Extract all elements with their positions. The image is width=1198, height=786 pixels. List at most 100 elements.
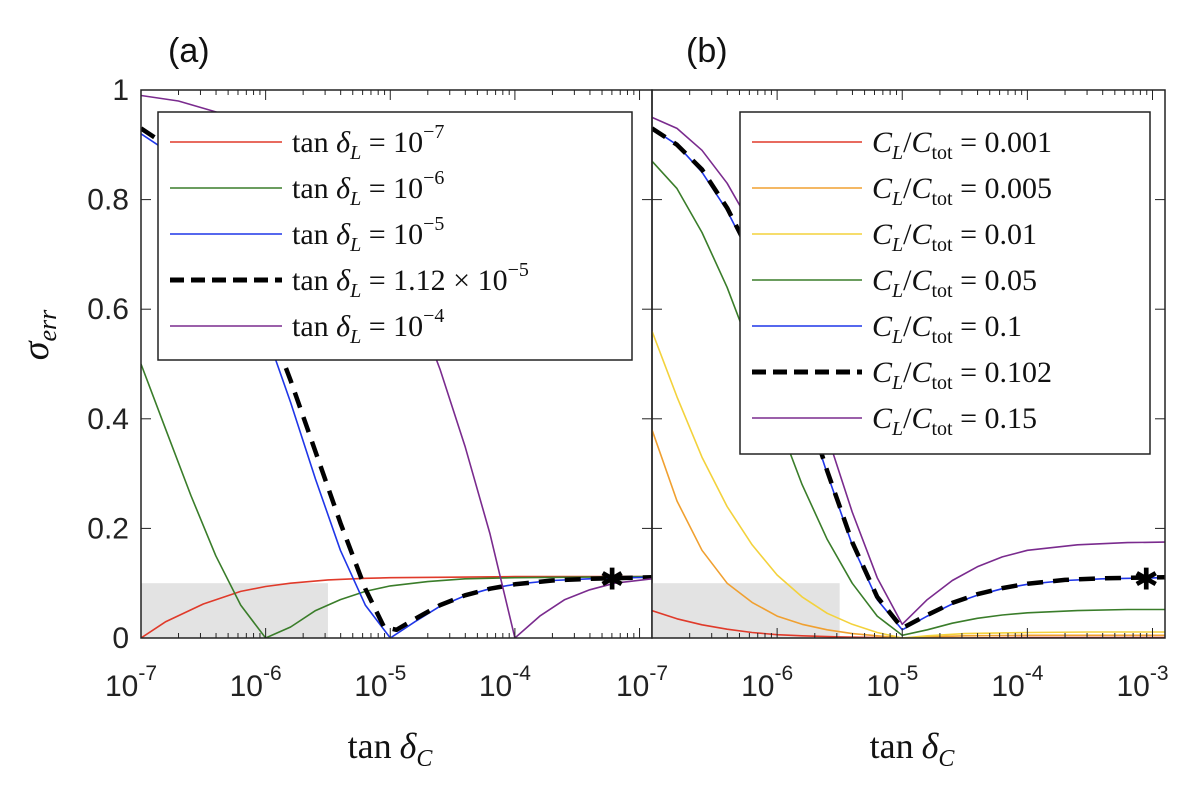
legend-c: C — [872, 402, 893, 435]
legend-entry-1: CL/Ctot = 0.005 — [872, 172, 1052, 210]
legend-sub-tot: tot — [932, 188, 954, 210]
legend-c: C — [872, 218, 893, 251]
x-axis-label-b: tan δC — [870, 726, 956, 772]
y-tick-label: 0 — [112, 622, 129, 655]
series-line-3 — [652, 160, 1165, 637]
legend-slash: / — [903, 172, 912, 205]
legend-slash: / — [903, 356, 912, 389]
legend-entry-1: tan δL = 10−6 — [292, 167, 444, 210]
x-tick-exp: -5 — [900, 662, 919, 685]
legend-rhs: = 0.005 — [953, 172, 1052, 205]
legend-c2: C — [911, 310, 932, 343]
legend-sub-tot: tot — [932, 326, 954, 348]
legend-sub-l: L — [891, 326, 903, 348]
legend-fn: tan — [292, 264, 336, 297]
legend-rhs: = 1.12 × 10 — [361, 264, 507, 297]
svg-text:σerr: σerr — [15, 309, 62, 360]
panel-b-label: (b) — [686, 32, 728, 70]
legend-c: C — [872, 126, 893, 159]
legend-rhs: = 0.05 — [953, 264, 1037, 297]
legend-sub: L — [349, 188, 361, 210]
series-line-1 — [652, 429, 1165, 638]
y-label-sub: err — [33, 309, 62, 342]
legend-fn: tan — [292, 218, 336, 251]
legend-c: C — [872, 172, 893, 205]
x-tick-exp: -7 — [138, 662, 157, 685]
x-tick-label: 10-4 — [991, 662, 1043, 703]
legend-entry-2: tan δL = 10−5 — [292, 213, 444, 256]
legend-entry-3: CL/Ctot = 0.05 — [872, 264, 1037, 302]
series-line-1 — [141, 363, 652, 638]
x-tick-base: 10 — [741, 670, 774, 703]
legend-rhs: = 10 — [361, 126, 423, 159]
legend-entry-4: CL/Ctot = 0.1 — [872, 310, 1022, 348]
legend-sub-l: L — [891, 372, 903, 394]
x-tick-base: 10 — [479, 670, 512, 703]
legend-slash: / — [903, 126, 912, 159]
x-tick-label: 10-3 — [1116, 662, 1168, 703]
legend-box — [739, 111, 1151, 455]
legend-c: C — [872, 264, 893, 297]
legend-rhs: = 10 — [361, 172, 423, 205]
legend-sub: L — [349, 142, 361, 164]
x-tick-exp: -6 — [263, 662, 282, 685]
legend-sub-tot: tot — [932, 142, 954, 164]
x-tick-base: 10 — [105, 670, 138, 703]
legend-fn: tan — [292, 126, 336, 159]
legend-slash: / — [903, 402, 912, 435]
legend-slash: / — [903, 264, 912, 297]
legend-sub-l: L — [891, 280, 903, 302]
x-axis-label-a: tan δC — [348, 726, 434, 772]
x-label-a-greek: δ — [400, 726, 418, 766]
legend-sub-l: L — [891, 418, 903, 440]
series-line-2 — [652, 330, 1165, 638]
legend-greek: δ — [336, 172, 351, 205]
legend-c2: C — [911, 218, 932, 251]
x-tick-base: 10 — [991, 670, 1024, 703]
legend-sub-tot: tot — [932, 234, 954, 256]
x-tick-label: 10-6 — [741, 662, 793, 703]
x-label-b-greek: δ — [922, 726, 940, 766]
x-tick-label: 10-5 — [866, 662, 918, 703]
x-tick-exp: -7 — [649, 662, 668, 685]
x-tick-label: 10-7 — [105, 662, 157, 703]
legend-rhs: = 10 — [361, 310, 423, 343]
legend-greek: δ — [336, 126, 351, 159]
legend-entry-0: CL/Ctot = 0.001 — [872, 126, 1052, 164]
x-tick-exp: -3 — [1150, 662, 1169, 685]
asterisk-marker: ✱ — [1134, 563, 1159, 598]
legend-rhs: = 10 — [361, 218, 423, 251]
x-tick-exp: -4 — [1025, 662, 1044, 685]
series-line-6 — [652, 116, 1165, 626]
legend-sub-l: L — [891, 188, 903, 210]
y-tick-label: 0.8 — [87, 184, 129, 217]
legend-fn: tan — [292, 310, 336, 343]
legend-sup: −7 — [423, 121, 444, 143]
x-tick-exp: -5 — [388, 662, 407, 685]
legend-box — [157, 111, 633, 361]
legend-sub-l: L — [891, 142, 903, 164]
legend-sup: −5 — [423, 213, 444, 235]
x-tick-base: 10 — [866, 670, 899, 703]
legend-entry-4: tan δL = 10−4 — [292, 305, 444, 348]
x-tick-label: 10-6 — [230, 662, 282, 703]
x-tick-label: 10-4 — [479, 662, 531, 703]
legend-sup: −4 — [423, 305, 444, 327]
legend-rhs: = 0.102 — [953, 356, 1052, 389]
x-tick-base: 10 — [354, 670, 387, 703]
y-tick-label: 0.2 — [87, 512, 129, 545]
legend-slash: / — [903, 310, 912, 343]
x-tick-label: 10-7 — [616, 662, 668, 703]
y-label-base: σ — [15, 340, 57, 360]
legend-c2: C — [911, 402, 932, 435]
x-tick-base: 10 — [230, 670, 263, 703]
legend-sub: L — [349, 280, 361, 302]
legend-slash: / — [903, 218, 912, 251]
legend-greek: δ — [336, 218, 351, 251]
legend-entry-3: tan δL = 1.12 × 10−5 — [292, 259, 529, 302]
series-line-5 — [652, 126, 1165, 631]
legend-sub-tot: tot — [932, 418, 954, 440]
axes-frame — [651, 89, 1166, 639]
x-tick-exp: -4 — [512, 662, 531, 685]
